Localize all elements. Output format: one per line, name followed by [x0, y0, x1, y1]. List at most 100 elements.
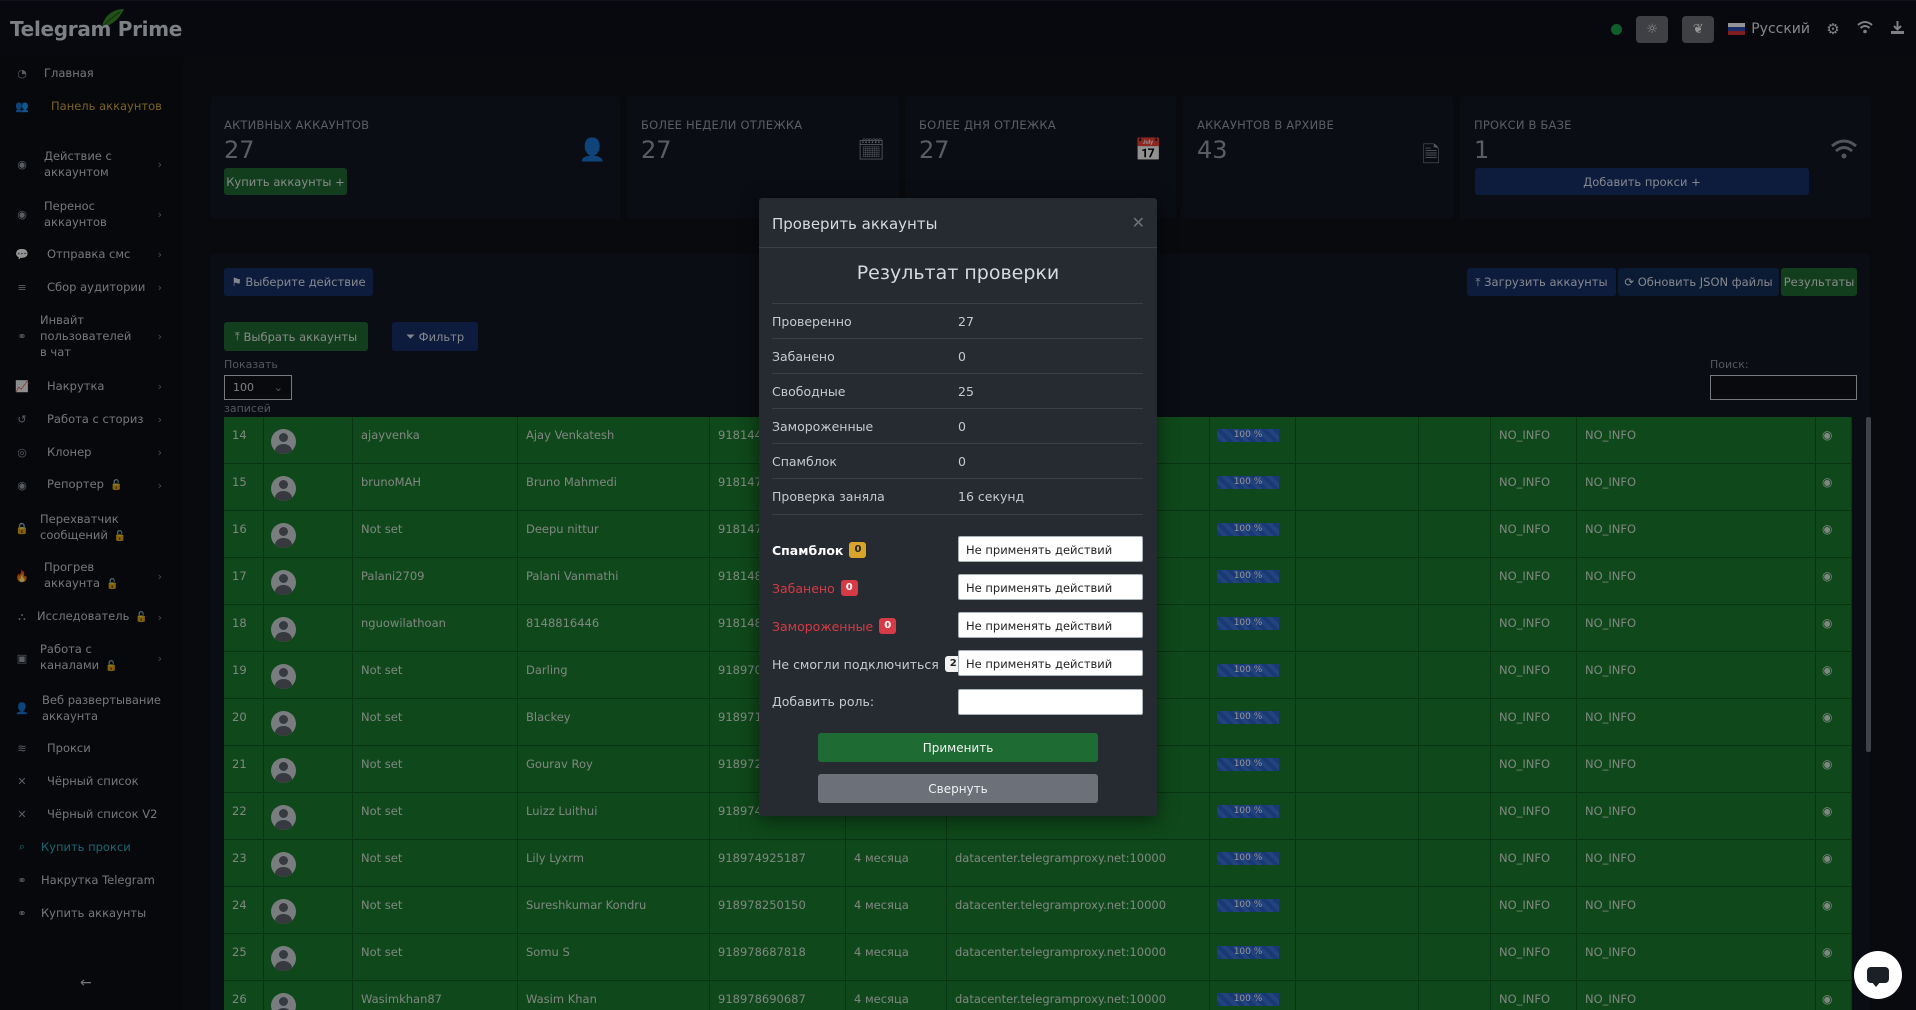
table-row[interactable]: 22 Not set Luizz Luithui 918974 NO_INFO NO_IN… [224, 793, 1852, 840]
eye-icon[interactable]: ◉ [1822, 616, 1833, 630]
refresh-json-button[interactable]: ⟳ Обновить JSON файлы [1618, 268, 1779, 296]
search-input[interactable] [1710, 375, 1857, 400]
filter-button[interactable]: ⏷ Фильтр [392, 322, 478, 351]
sidebar-item-invite[interactable]: ⚭ Инвайт пользователей в чат › [0, 312, 182, 360]
table-row[interactable]: 26 Wasimkhan87 Wasim Khan 918978690687 4 мес… [224, 981, 1852, 1010]
results-button[interactable]: Результаты [1781, 268, 1857, 296]
sidebar-item-warmup[interactable]: 🔥 Прогрев аккаунта 🔓 › [15, 560, 162, 590]
progress-bar: 100 % [1217, 429, 1279, 442]
spamblock-action-select[interactable]: Не применять действий [958, 536, 1143, 562]
select-accounts-button[interactable]: ⤒ Выбрать аккаунты [224, 322, 368, 351]
language-selector[interactable]: Русский [1728, 21, 1810, 37]
sidebar-item-proxy[interactable]: ≋ Прокси [0, 740, 182, 756]
eye-icon[interactable]: ◉ [1822, 992, 1833, 1006]
table-cell [1296, 746, 1419, 793]
action-row-frozen: Замороженные 0 Не применять действий [772, 612, 1143, 640]
search-label: Поиск: [1710, 358, 1749, 371]
sidebar-item-buy-proxy[interactable]: ⌕ Купить прокси [0, 839, 182, 855]
table-cell: 18 [224, 605, 264, 652]
collapse-sidebar-arrow-icon[interactable]: ← [80, 975, 92, 991]
table-row[interactable]: 25 Not set Somu S 918978687818 4 месяца datac… [224, 934, 1852, 981]
lock-icon: 🔒 [15, 521, 29, 535]
table-row[interactable]: 23 Not set Lily Lyxrm 918974925187 4 месяца d… [224, 840, 1852, 887]
gear-icon[interactable]: ⚙ [1826, 20, 1840, 38]
sidebar-item-stories[interactable]: ↺ Работа с сториз › [0, 411, 182, 427]
table-cell: datacenter.telegramproxy.net:10000 [947, 934, 1210, 981]
sidebar-item-account-action[interactable]: ◉ Действие с аккаунтом › [0, 148, 182, 180]
history-icon: ↺ [17, 412, 27, 426]
add-role-input[interactable] [958, 689, 1143, 715]
handshake-icon: ⚭ [17, 906, 27, 920]
eye-icon[interactable]: ◉ [1822, 757, 1833, 771]
support-chat-button[interactable] [1854, 951, 1902, 999]
table-cell [264, 793, 353, 840]
buy-accounts-button[interactable]: Купить аккаунты + [224, 168, 347, 195]
sidebar-item-blacklist[interactable]: ✕ Чёрный список [0, 773, 182, 789]
sidebar-item-telegram-boost[interactable]: ⚭ Накрутка Telegram [0, 872, 182, 888]
sidebar-item-home[interactable]: ◔ Главная [0, 65, 182, 81]
collapse-button[interactable]: Свернуть [818, 774, 1098, 803]
eye-icon[interactable]: ◉ [1822, 522, 1833, 536]
table-cell [1296, 793, 1419, 840]
chevron-right-icon: › [157, 651, 162, 665]
eye-icon[interactable]: ◉ [1822, 898, 1833, 912]
table-scrollbar[interactable] [1866, 417, 1871, 752]
handshake-icon: ⚭ [17, 873, 27, 887]
eye-icon[interactable]: ◉ [1822, 945, 1833, 959]
sidebar-item-web-deploy[interactable]: 👤 Веб развертывание аккаунта [15, 693, 161, 723]
sidebar-item-interceptor[interactable]: 🔒 Перехватчик сообщений 🔓 [15, 512, 127, 542]
sidebar-item-reporter[interactable]: ◉ Репортер 🔓 › [0, 477, 182, 493]
failed-connect-action-select[interactable]: Не применять действий [958, 650, 1143, 676]
table-cell: NO_INFO [1491, 793, 1577, 840]
table-cell [264, 981, 353, 1010]
light-theme-button[interactable]: ☼ [1636, 15, 1669, 43]
table-cell: Not set [353, 652, 518, 699]
add-proxy-button[interactable]: Добавить прокси + [1475, 168, 1809, 195]
leaf-theme-button[interactable]: ❦ [1682, 15, 1715, 43]
table-cell [1816, 981, 1852, 1010]
sidebar-item-sms[interactable]: 💬 Отправка смс › [15, 247, 162, 261]
table-cell [1816, 652, 1852, 699]
upload-icon: ⤒ [234, 329, 244, 343]
eye-icon[interactable]: ◉ [1822, 569, 1833, 583]
eye-icon[interactable]: ◉ [1822, 804, 1833, 818]
close-icon[interactable]: ✕ [1131, 213, 1145, 232]
avatar [271, 711, 296, 736]
page-size-select[interactable]: 100 ⌄ [224, 375, 292, 400]
banned-action-select[interactable]: Не применять действий [958, 574, 1143, 600]
chat-icon [1867, 967, 1889, 987]
table-cell: 4 месяца [846, 887, 947, 934]
choose-action-button[interactable]: ⚑ Выберите действие [224, 268, 373, 296]
table-cell [1419, 464, 1491, 511]
eye-icon[interactable]: ◉ [1822, 663, 1833, 677]
table-row[interactable]: 24 Not set Sureshkumar Kondru 918978250150 4… [224, 887, 1852, 934]
app-logo[interactable]: Telegram Prime [10, 17, 183, 41]
sidebar-item-channels[interactable]: ▣ Работа с каналами 🔓 › [16, 642, 162, 672]
sidebar-item-boost[interactable]: 📈 Накрутка › [15, 379, 162, 393]
upload-accounts-button[interactable]: ⤒ Загрузить аккаунты [1467, 268, 1616, 296]
wifi-icon[interactable] [1856, 20, 1874, 38]
table-cell [264, 840, 353, 887]
table-cell [1210, 793, 1296, 840]
sidebar-item-audience[interactable]: ≡ Сбор аудитории › [0, 279, 182, 295]
sidebar-item-explorer[interactable]: ⛬ Исследователь 🔓 › [0, 609, 182, 625]
table-cell [1296, 887, 1419, 934]
table-cell: Palani2709 [353, 558, 518, 605]
table-cell: NO_INFO [1491, 981, 1577, 1010]
eye-icon[interactable]: ◉ [1822, 428, 1833, 442]
sidebar-item-buy-accounts[interactable]: ⚭ Купить аккаунты [0, 905, 182, 921]
sidebar-item-account-transfer[interactable]: ◉ Перенос аккаунтов › [0, 198, 182, 230]
table-cell: Not set [353, 511, 518, 558]
eye-icon[interactable]: ◉ [1822, 851, 1833, 865]
frozen-action-select[interactable]: Не применять действий [958, 612, 1143, 638]
download-icon[interactable] [1888, 20, 1906, 39]
unlock-icon: 🔓 [106, 579, 119, 590]
eye-icon[interactable]: ◉ [1822, 710, 1833, 724]
sidebar-item-blacklist-v2[interactable]: ✕ Чёрный список V2 [0, 806, 182, 822]
apply-button[interactable]: Применить [818, 733, 1098, 762]
sidebar-item-accounts-panel[interactable]: 👥 Панель аккаунтов [15, 99, 162, 113]
table-cell: 17 [224, 558, 264, 605]
sidebar-item-cloner[interactable]: ◎ Клонер › [0, 444, 182, 460]
eye-icon[interactable]: ◉ [1822, 475, 1833, 489]
spamblock-count-badge: 0 [849, 542, 867, 558]
